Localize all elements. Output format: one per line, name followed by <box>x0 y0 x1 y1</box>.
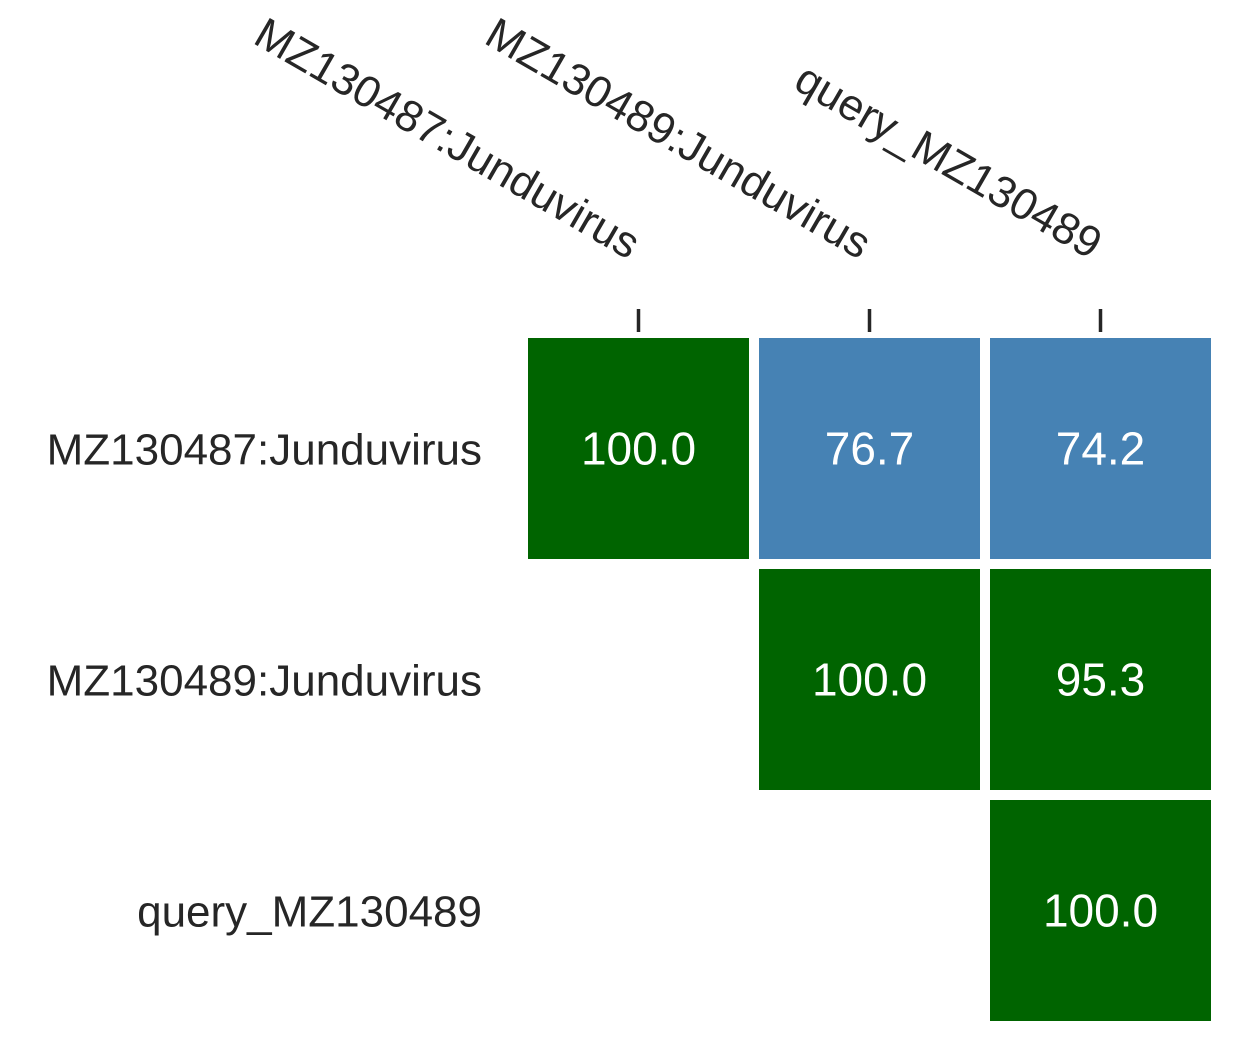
row-label: MZ130489:Junduvirus <box>47 657 482 706</box>
column-label: MZ130487:Junduvirus <box>246 9 648 269</box>
row-label: MZ130487:Junduvirus <box>47 426 482 475</box>
column-ticks <box>636 309 1103 332</box>
heatmap-cell <box>759 338 980 559</box>
cell-value-label: 100.0 <box>812 654 927 706</box>
cell-value-label: 74.2 <box>1056 423 1146 475</box>
row-label: query_MZ130489 <box>137 888 482 937</box>
column-labels: MZ130487:JunduvirusMZ130489:Junduvirusqu… <box>246 9 1110 269</box>
row-labels: MZ130487:Junduvirus MZ130489:Junduvirus qu… <box>47 426 482 937</box>
heatmap-cell <box>990 569 1211 790</box>
heatmap-cell <box>528 338 749 559</box>
heatmap-cell <box>990 338 1211 559</box>
heatmap-cell <box>990 800 1211 1021</box>
cell-value-label: 76.7 <box>825 423 915 475</box>
cell-value-label: 100.0 <box>1043 885 1158 937</box>
cell-value-label: 100.0 <box>581 423 696 475</box>
cell-value-labels: 100.0 76.7 74.2 100.0 95.3 100.0 <box>581 423 1158 937</box>
heatmap-cells <box>528 338 1211 1021</box>
column-label: MZ130489:Junduvirus <box>477 9 879 269</box>
cell-value-label: 95.3 <box>1056 654 1146 706</box>
heatmap-cell <box>759 569 980 790</box>
